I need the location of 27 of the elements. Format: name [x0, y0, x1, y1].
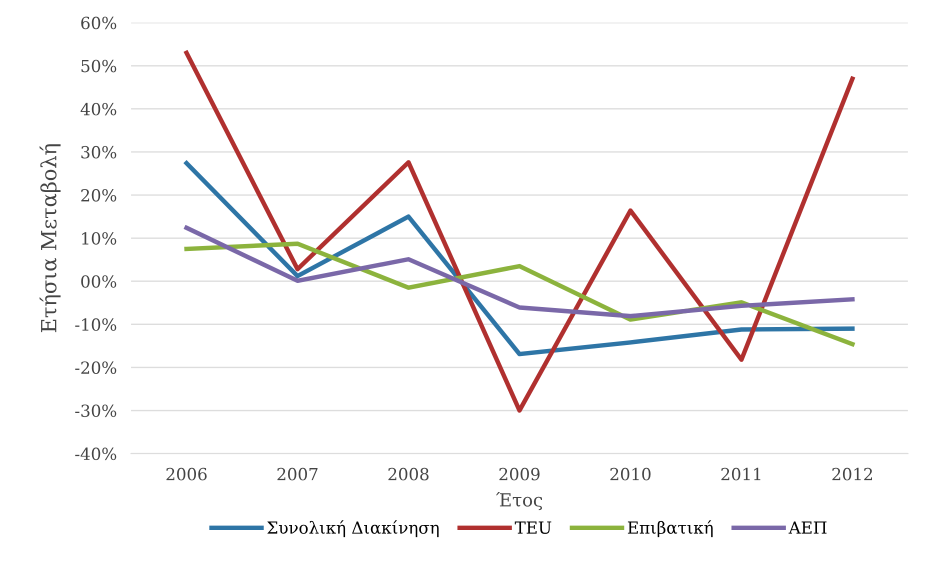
x-tick-label: 2012: [832, 468, 872, 480]
legend-label: Συνολική Διακίνηση: [267, 520, 439, 538]
y-tick-label: -40%: [75, 448, 116, 460]
line-series: [184, 160, 855, 356]
legend-label: Επιβατική: [628, 520, 713, 538]
line-series: [184, 50, 855, 413]
x-tick-label: 2006: [166, 468, 207, 480]
x-tick-label: 2010: [610, 468, 651, 480]
legend-label: TEU: [514, 521, 552, 534]
y-tick-label: 40%: [80, 102, 116, 116]
line-series: [184, 226, 855, 318]
y-tick-label: 20%: [81, 189, 116, 202]
y-tick-label: 60%: [81, 16, 116, 30]
y-tick-label: 10%: [82, 232, 116, 245]
y-axis-title: Ετήσια Μεταβολή: [40, 144, 61, 332]
y-tick-label: 30%: [81, 146, 116, 159]
x-tick-label: 2011: [721, 468, 760, 480]
x-axis-title: Έτος: [496, 492, 542, 510]
y-tick-label: -20%: [75, 361, 116, 374]
x-tick-label: 2009: [499, 468, 540, 480]
y-tick-label: -10%: [75, 318, 116, 331]
x-tick-label: 2008: [388, 468, 429, 480]
x-tick-label: 2007: [277, 468, 318, 480]
y-tick-label: -30%: [75, 404, 116, 418]
y-tick-label: 00%: [81, 275, 116, 288]
legend-label: ΑΕΠ: [788, 521, 827, 534]
y-tick-label: 50%: [82, 60, 116, 72]
